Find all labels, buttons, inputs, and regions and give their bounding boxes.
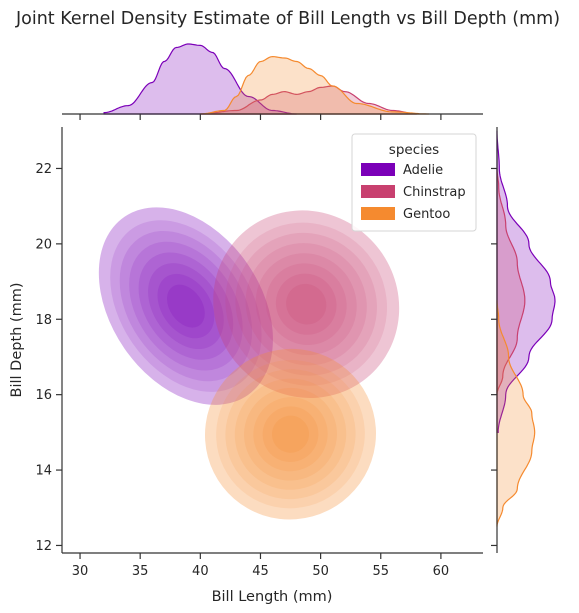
x-tick-label-55: 55 — [372, 564, 389, 579]
x-tick-label-35: 35 — [132, 564, 149, 579]
legend-entry-adelie: Adelie — [361, 163, 443, 178]
y-tick-label-12: 12 — [35, 539, 52, 554]
kde-level-chinstrap-6 — [265, 263, 347, 345]
kde-level-adelie-1 — [98, 207, 273, 405]
legend-entry-gentoo: Gentoo — [361, 207, 450, 222]
kde-level-adelie-6 — [148, 263, 224, 350]
kde-level-chinstrap-3 — [235, 232, 377, 376]
y-tick-label-22: 22 — [35, 162, 52, 177]
legend-swatch-adelie — [361, 163, 395, 176]
legend: species Adelie Chinstrap Gentoo — [351, 133, 477, 232]
legend-swatch-gentoo — [361, 207, 395, 220]
kde-level-chinstrap-2 — [225, 222, 388, 386]
x-tick-label-60: 60 — [433, 564, 450, 579]
kde-level-chinstrap-1 — [213, 210, 400, 398]
kde-level-adelie-5 — [138, 252, 234, 360]
right-marginal-adelie — [496, 130, 556, 433]
x-tick-label-50: 50 — [312, 564, 329, 579]
top-marginal-adelie — [103, 43, 297, 115]
x-axis-ticks: 30 35 40 45 50 55 60 — [72, 553, 449, 579]
legend-title: species — [389, 142, 439, 158]
kde-level-adelie-4 — [129, 241, 243, 371]
kde-level-gentoo-3 — [225, 369, 356, 500]
x-tick-label-45: 45 — [252, 564, 269, 579]
right-marginal-ticks — [491, 167, 497, 547]
top-marginal-series — [103, 43, 429, 115]
y-tick-label-16: 16 — [35, 388, 52, 403]
kde-level-chinstrap-7 — [275, 273, 337, 335]
top-marginal-plot — [62, 43, 483, 120]
right-marginal-series — [496, 130, 556, 527]
kde-level-gentoo-5 — [244, 387, 337, 481]
kde-level-gentoo-7 — [262, 406, 319, 463]
kde-level-gentoo-8 — [271, 415, 310, 453]
kde-level-adelie-2 — [110, 220, 262, 392]
kde-level-chinstrap-8 — [286, 283, 327, 325]
y-tick-label-18: 18 — [35, 313, 52, 328]
y-tick-label-20: 20 — [35, 237, 52, 252]
legend-label-adelie: Adelie — [403, 163, 443, 178]
kde-level-gentoo-1 — [204, 348, 377, 520]
right-marginal-plot — [491, 127, 556, 553]
kde-level-adelie-3 — [119, 230, 253, 382]
top-marginal-chinstrap — [200, 85, 417, 115]
x-tick-label-30: 30 — [72, 564, 89, 579]
top-marginal-gentoo — [200, 55, 429, 115]
kde-level-gentoo-6 — [253, 397, 328, 472]
legend-entry-chinstrap: Chinstrap — [361, 185, 466, 200]
y-axis-ticks: 12 14 16 18 20 22 — [35, 162, 62, 554]
chart-title: Joint Kernel Density Estimate of Bill Le… — [15, 9, 560, 29]
kde-level-gentoo-4 — [234, 378, 347, 490]
y-tick-label-14: 14 — [35, 464, 52, 479]
top-marginal-ticks — [79, 114, 442, 120]
kde-level-adelie-7 — [157, 273, 215, 339]
kde-level-chinstrap-5 — [255, 253, 357, 356]
kde-level-gentoo-2 — [216, 360, 365, 509]
joint-plot-area: 30 35 40 45 50 55 60 12 14 16 18 20 22 — [35, 127, 483, 579]
legend-frame — [351, 133, 477, 232]
x-tick-label-40: 40 — [192, 564, 209, 579]
kde-contours-gentoo — [204, 348, 377, 520]
kde-level-adelie-8 — [166, 284, 205, 328]
right-marginal-gentoo — [496, 300, 536, 527]
kde-level-chinstrap-4 — [245, 243, 367, 366]
y-axis-label: Bill Depth (mm) — [9, 283, 25, 398]
kde-contours — [98, 207, 400, 520]
legend-label-gentoo: Gentoo — [403, 207, 450, 222]
x-axis-label: Bill Length (mm) — [212, 589, 333, 605]
legend-swatch-chinstrap — [361, 185, 395, 198]
kde-contours-adelie — [98, 207, 273, 405]
kde-contours-chinstrap — [213, 210, 400, 398]
legend-label-chinstrap: Chinstrap — [403, 185, 466, 200]
